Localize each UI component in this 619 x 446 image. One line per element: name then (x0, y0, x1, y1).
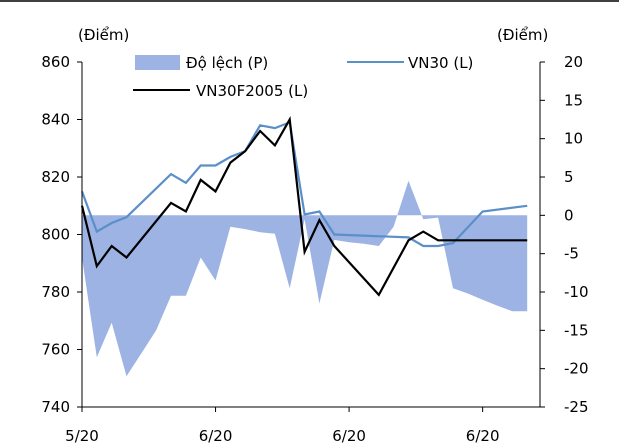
legend: Độ lệch (P) VN30 (L) VN30F2005 (L) (133, 54, 473, 100)
right-tick-label: -20 (564, 360, 589, 378)
legend-area-label: Độ lệch (P) (186, 54, 268, 72)
right-tick-label: 5 (564, 168, 574, 186)
left-tick-label: 860 (41, 53, 70, 71)
vn30-line (80, 120, 528, 248)
right-tick-label: 10 (564, 130, 583, 148)
left-tick-label: 840 (41, 111, 70, 129)
left-tick-label: 780 (41, 283, 70, 301)
right-tick-label: -10 (564, 283, 589, 301)
right-tick-label: 15 (564, 91, 583, 109)
left-tick-label: 820 (41, 168, 70, 186)
legend-vn30-label: VN30 (L) (408, 54, 473, 72)
price-lines-layer (80, 116, 528, 297)
vn30f2005-line (80, 116, 528, 297)
left-tick-label: 760 (41, 341, 70, 359)
x-tick-label: 6/20 (466, 427, 500, 445)
deviation-area (82, 180, 528, 377)
right-axis-unit: (Điểm) (497, 26, 548, 44)
legend-futures-label: VN30F2005 (L) (196, 82, 308, 100)
right-tick-label: -25 (564, 398, 589, 416)
tick-layer: 740 760 780 800 820 840 860 -25 -20 -15 -10 -5 0 5 10 1… (41, 53, 588, 445)
left-tick-label: 740 (41, 398, 70, 416)
right-tick-label: -5 (564, 245, 579, 263)
x-tick-label: 5/20 (65, 427, 99, 445)
legend-area-swatch (135, 55, 180, 70)
x-tick-label: 6/20 (332, 427, 366, 445)
right-tick-label: -15 (564, 321, 589, 339)
deviation-area-layer (82, 180, 528, 377)
x-tick-label: 6/20 (199, 427, 233, 445)
right-tick-label: 20 (564, 53, 583, 71)
left-tick-label: 800 (41, 226, 70, 244)
right-tick-label: 0 (564, 206, 574, 224)
left-axis-unit: (Điểm) (78, 26, 129, 44)
